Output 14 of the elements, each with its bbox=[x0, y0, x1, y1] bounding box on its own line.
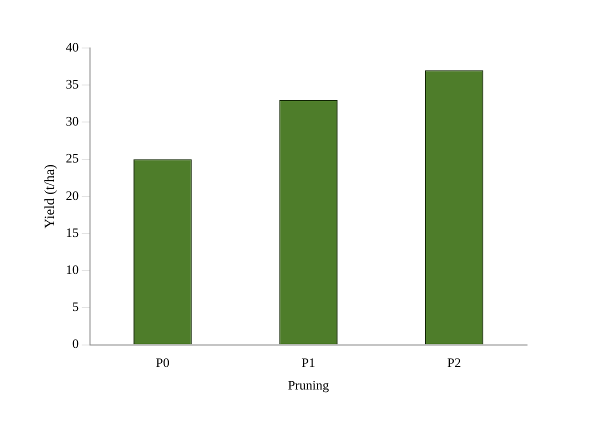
y-tick-label: 30 bbox=[66, 114, 79, 129]
y-tick-label: 0 bbox=[72, 336, 79, 352]
y-tick-label: 40 bbox=[66, 39, 79, 54]
y-tick-label: 5 bbox=[72, 299, 79, 314]
y-tick-label: 15 bbox=[66, 224, 79, 240]
y-tick-label: 25 bbox=[66, 150, 79, 166]
x-axis-title: Pruning bbox=[288, 378, 330, 393]
y-tick-label: 35 bbox=[66, 76, 79, 92]
x-tick-label: P2 bbox=[447, 355, 461, 370]
x-tick-label: P1 bbox=[302, 355, 316, 370]
y-tick-label: 10 bbox=[66, 262, 79, 278]
x-tick-label: P0 bbox=[156, 355, 170, 370]
y-axis-title: Yield (t/ha) bbox=[43, 164, 58, 228]
y-tick-label: 20 bbox=[66, 188, 79, 203]
